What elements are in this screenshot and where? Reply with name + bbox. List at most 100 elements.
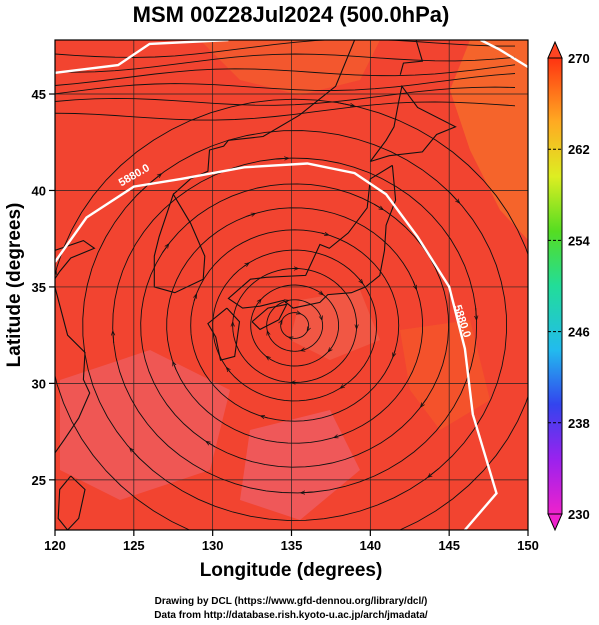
- streamline-arrow: [259, 300, 261, 302]
- colorbar-top-cap: [547, 40, 563, 59]
- cool-patch-center: [290, 290, 380, 360]
- coastlines: [55, 40, 457, 530]
- streamline-arrow: [428, 467, 440, 477]
- streamline-anticyclone: [250, 284, 340, 367]
- streamline-westerly: [55, 101, 516, 121]
- streamline-arrow: [246, 214, 255, 217]
- coast-korea: [153, 192, 206, 294]
- x-tick-label: 125: [123, 538, 145, 553]
- streamline-arrow: [341, 385, 346, 388]
- warm-patch-north: [200, 40, 380, 95]
- streamline-arrow: [235, 545, 252, 548]
- colorbar-tick-label: 246: [568, 325, 590, 340]
- credit-drawing: Drawing by DCL (https://www.gfd-dennou.o…: [155, 596, 428, 607]
- streamline-arrow: [476, 307, 477, 320]
- streamline-arrow: [337, 102, 354, 106]
- streamline-arrow: [194, 294, 196, 301]
- colorbar-ticks: 230 238 246 254 262 270: [548, 51, 590, 522]
- streamline-arrow: [321, 233, 329, 235]
- streamline-arrow: [275, 158, 289, 159]
- y-tick-label: 35: [32, 280, 46, 295]
- credit-data: Data from http://database.rish.kyoto-u.a…: [154, 610, 428, 621]
- colorbar-tick-label: 270: [568, 51, 590, 66]
- colorbar-tick-label: 230: [568, 507, 590, 522]
- x-tick-label: 120: [44, 538, 66, 553]
- colorbar-bottom-cap: [547, 513, 563, 532]
- coast-china: [55, 239, 96, 454]
- warm-patch-northeast: [450, 40, 528, 240]
- streamline-arrow: [359, 278, 362, 283]
- streamline-anticyclone: [190, 229, 400, 422]
- streamline-arrow: [328, 349, 330, 351]
- streamline-westerly: [55, 53, 516, 73]
- coast-north-korea: [172, 139, 229, 195]
- streamline-arrow: [162, 244, 169, 253]
- streamline-anticyclone: [266, 299, 324, 352]
- contour-line-5880: [480, 40, 528, 69]
- y-tick-label: 40: [32, 183, 46, 198]
- streamline-arrow: [321, 318, 322, 320]
- streamline-arrow: [321, 293, 323, 295]
- streamline-arrow: [287, 300, 289, 301]
- contour-line-5880: [55, 40, 229, 74]
- streamline-westerly: [55, 86, 516, 106]
- map-title: MSM 00Z28Jul2024 (500.0hPa): [133, 2, 450, 27]
- x-axis: 120 125 130 135 140 145 150: [44, 530, 539, 553]
- streamline-westerly: [55, 73, 516, 95]
- streamline-arrow: [227, 368, 230, 373]
- x-axis-label: Longitude (degrees): [200, 560, 383, 581]
- streamline-anticyclone: [212, 249, 378, 402]
- colorbar-tick-label: 262: [568, 142, 590, 157]
- x-tick-label: 135: [281, 538, 303, 553]
- streamline-arrow: [243, 263, 249, 266]
- coast-sakhalin: [399, 40, 424, 75]
- coast-honshu: [227, 164, 397, 309]
- coast-hokkaido: [369, 84, 457, 163]
- streamline-arrow: [373, 203, 383, 209]
- coast-shikoku: [251, 303, 288, 331]
- streamline-anticyclone: [166, 207, 424, 444]
- streamline-arrow: [206, 442, 216, 448]
- streamline-arrow: [301, 350, 303, 351]
- cool-patch-south: [240, 410, 360, 520]
- streamline-arrow: [113, 331, 114, 344]
- streamline-arrow: [301, 492, 314, 493]
- x-tick-label: 130: [202, 538, 224, 553]
- streamline-arrow: [261, 416, 268, 418]
- coast-kyushu: [207, 307, 241, 361]
- y-axis-label: Latitude (degrees): [4, 203, 25, 368]
- coast-taiwan: [57, 475, 86, 530]
- y-axis: 25 30 35 40 45: [32, 87, 55, 488]
- streamline-anticyclone: [232, 268, 358, 383]
- streamline-arrow: [267, 331, 268, 333]
- streamline-anticyclone: [55, 98, 528, 530]
- streamline-arrow: [393, 350, 395, 356]
- colorbar: 230 238 246 254 262 270: [547, 40, 590, 532]
- cool-patch-southwest: [60, 350, 230, 500]
- colorbar-gradient: [547, 57, 563, 515]
- streamline-anticyclone: [280, 312, 310, 339]
- streamline-anticyclone: [140, 183, 450, 468]
- x-tick-label: 145: [438, 538, 460, 553]
- temperature-field-patches: [60, 40, 528, 520]
- streamline-arrow: [421, 398, 428, 407]
- x-tick-label: 140: [359, 538, 381, 553]
- streamline-arrow: [266, 357, 268, 359]
- streamline-arrow: [449, 192, 460, 203]
- colorbar-tick-label: 254: [568, 233, 590, 248]
- colorbar-tick-label: 238: [568, 416, 590, 431]
- streamline-arrow: [149, 174, 161, 184]
- contour-line-5880: [55, 162, 498, 530]
- streamline-westerly: [55, 64, 516, 86]
- streamline-anticyclone: [112, 157, 478, 494]
- x-tick-label: 150: [517, 538, 539, 553]
- streamline-anticyclone: [82, 130, 507, 521]
- y-tick-label: 25: [32, 473, 46, 488]
- y-tick-label: 30: [32, 376, 46, 391]
- streamline-arrow: [334, 435, 343, 438]
- streamline-arrow: [533, 365, 537, 381]
- streamline-arrow: [130, 448, 140, 459]
- wind-streamlines: [55, 40, 537, 548]
